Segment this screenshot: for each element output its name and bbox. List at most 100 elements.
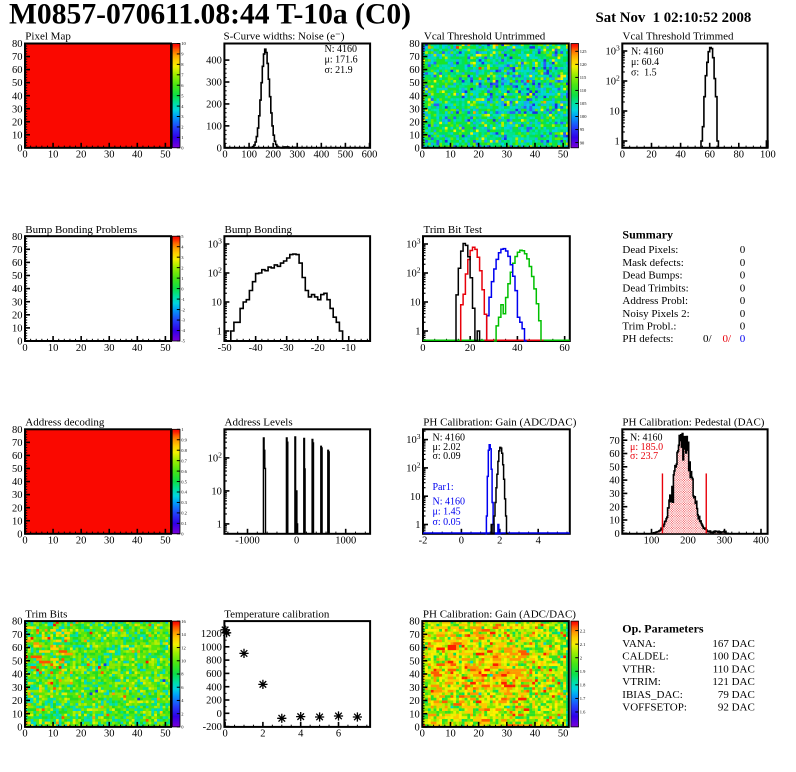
svg-text:10: 10 (445, 150, 456, 161)
svg-text:1: 1 (415, 520, 420, 531)
svg-text:Temperature calibration: Temperature calibration (224, 608, 330, 620)
svg-text:0: 0 (420, 343, 425, 354)
svg-text:40: 40 (132, 343, 143, 354)
svg-text:2.1: 2.1 (580, 642, 586, 647)
svg-text:10: 10 (609, 107, 620, 118)
svg-text:30: 30 (104, 729, 115, 740)
svg-text:70: 70 (12, 245, 23, 256)
svg-text:1: 1 (615, 137, 620, 148)
svg-text:Vcal Threshold Trimmed: Vcal Threshold Trimmed (623, 31, 735, 43)
svg-text:2: 2 (580, 655, 582, 660)
svg-text:1: 1 (181, 276, 183, 281)
svg-text:103: 103 (406, 432, 421, 446)
svg-text:4: 4 (298, 729, 304, 740)
svg-text:0: 0 (740, 244, 746, 256)
svg-text:40: 40 (530, 729, 541, 740)
svg-text:20: 20 (409, 696, 420, 707)
svg-text:Sat Nov 1 02:10:52 2008: Sat Nov 1 02:10:52 2008 (596, 10, 752, 26)
svg-text:80: 80 (409, 39, 420, 50)
svg-text:600: 600 (362, 150, 378, 161)
svg-text:40: 40 (132, 150, 143, 161)
svg-text:10: 10 (181, 41, 186, 46)
svg-text:40: 40 (132, 729, 143, 740)
svg-text:0: 0 (740, 321, 746, 333)
svg-text:60: 60 (12, 65, 23, 76)
svg-text:1.8: 1.8 (580, 683, 586, 688)
svg-text:500: 500 (338, 150, 354, 161)
svg-text:1: 1 (217, 520, 222, 531)
svg-text:Par1:: Par1: (433, 482, 454, 493)
svg-text:102: 102 (208, 451, 223, 465)
svg-text:20: 20 (473, 150, 484, 161)
svg-text:0: 0 (740, 308, 746, 320)
svg-text:σ: 0.09: σ: 0.09 (433, 451, 461, 462)
svg-text:20: 20 (409, 117, 420, 128)
svg-text:0.5: 0.5 (181, 479, 187, 484)
svg-text:102: 102 (406, 266, 421, 280)
svg-text:2: 2 (497, 536, 502, 547)
svg-text:N: 4160: N: 4160 (433, 433, 466, 444)
svg-text:0.6: 0.6 (181, 469, 187, 474)
svg-text:20: 20 (76, 536, 87, 547)
svg-text:10: 10 (48, 729, 59, 740)
svg-text:30: 30 (502, 729, 513, 740)
svg-text:0/: 0/ (722, 333, 732, 345)
svg-text:-20: -20 (311, 343, 325, 354)
svg-text:μ: 185.0: μ: 185.0 (630, 442, 663, 453)
svg-text:50: 50 (409, 656, 420, 667)
svg-text:10: 10 (609, 516, 620, 527)
svg-text:60: 60 (409, 65, 420, 76)
svg-text:20: 20 (12, 503, 23, 514)
svg-text:6: 6 (336, 729, 341, 740)
svg-text:-30: -30 (280, 343, 294, 354)
svg-text:115: 115 (580, 75, 587, 80)
svg-text:VTHR:: VTHR: (622, 663, 655, 675)
svg-text:0: 0 (22, 536, 27, 547)
svg-text:-1000: -1000 (235, 536, 260, 547)
svg-text:1000: 1000 (201, 642, 222, 653)
svg-text:400: 400 (313, 150, 329, 161)
svg-text:0: 0 (22, 343, 27, 354)
svg-text:50: 50 (12, 464, 23, 475)
svg-text:102: 102 (606, 74, 621, 88)
svg-text:0: 0 (615, 529, 620, 540)
svg-text:110 DAC: 110 DAC (713, 663, 755, 675)
svg-text:2.2: 2.2 (580, 628, 586, 633)
svg-text:2: 2 (260, 729, 265, 740)
svg-text:20: 20 (473, 729, 484, 740)
svg-text:60: 60 (12, 643, 23, 654)
svg-text:VANA:: VANA: (622, 638, 655, 650)
svg-text:0/: 0/ (703, 333, 713, 345)
svg-text:300: 300 (289, 150, 305, 161)
svg-text:μ: 60.4: μ: 60.4 (631, 57, 659, 68)
svg-text:50: 50 (12, 656, 23, 667)
svg-text:2: 2 (181, 265, 183, 270)
svg-text:σ: 23.7: σ: 23.7 (630, 451, 658, 462)
svg-text:80: 80 (409, 617, 420, 628)
svg-text:1.6: 1.6 (580, 710, 586, 715)
svg-text:50: 50 (558, 729, 569, 740)
svg-text:40: 40 (12, 91, 23, 102)
svg-text:1200: 1200 (201, 629, 222, 640)
svg-text:Mask defects:: Mask defects: (622, 257, 683, 269)
svg-text:30: 30 (12, 104, 23, 115)
svg-text:1: 1 (217, 327, 222, 338)
svg-text:10: 10 (12, 516, 23, 527)
svg-text:1: 1 (181, 135, 183, 140)
svg-text:μ: 171.6: μ: 171.6 (325, 55, 358, 66)
svg-text:50: 50 (12, 78, 23, 89)
svg-text:σ: 1.5: σ: 1.5 (631, 68, 657, 79)
svg-text:N: 4160: N: 4160 (630, 433, 663, 444)
svg-text:400: 400 (206, 56, 222, 67)
svg-text:4: 4 (181, 698, 184, 703)
svg-text:PH Calibration: Gain (ADC/DAC): PH Calibration: Gain (ADC/DAC) (423, 608, 576, 620)
svg-text:Bump Bonding: Bump Bonding (225, 224, 293, 236)
svg-text:95: 95 (580, 127, 585, 132)
svg-text:10: 10 (445, 729, 456, 740)
svg-text:30: 30 (409, 683, 420, 694)
svg-text:μ: 2.02: μ: 2.02 (433, 442, 461, 453)
svg-text:79 DAC: 79 DAC (718, 689, 755, 701)
svg-text:110: 110 (580, 88, 587, 93)
svg-text:1.9: 1.9 (580, 669, 586, 674)
svg-text:2: 2 (181, 711, 183, 716)
